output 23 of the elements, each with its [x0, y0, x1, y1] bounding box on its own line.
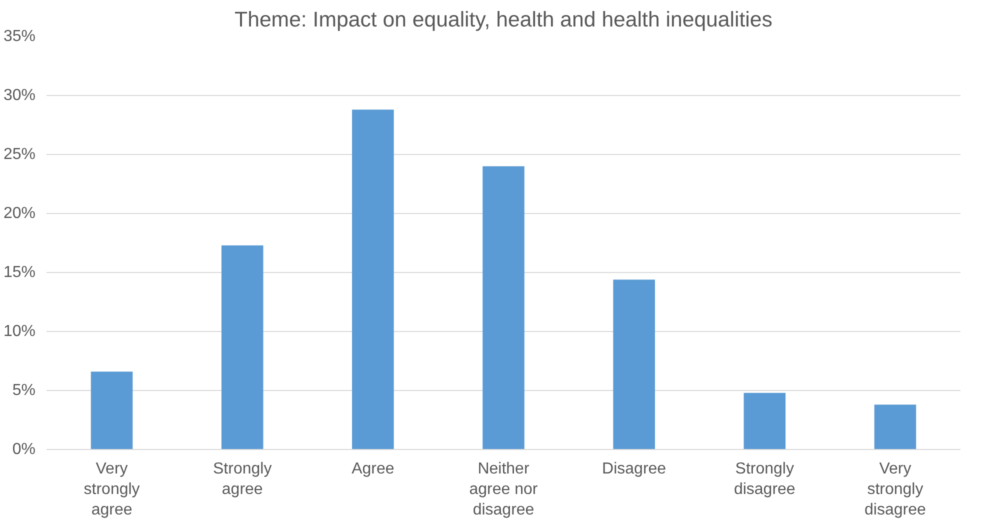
bar [352, 110, 394, 450]
x-tick-label: Very strongly disagree [864, 460, 926, 518]
x-tick-label: Agree [352, 460, 394, 478]
bar [874, 404, 916, 450]
y-tick-label: 15% [3, 264, 36, 281]
y-tick-label: 35% [3, 28, 36, 45]
bar [90, 372, 133, 450]
bar [482, 166, 524, 450]
bar [221, 245, 264, 450]
x-tick-label: Disagree [602, 460, 666, 478]
y-tick-label: 5% [12, 382, 36, 399]
y-tick-label: 30% [3, 87, 36, 104]
x-tick-label: Neither agree nor disagree [469, 460, 538, 518]
x-tick-label: Strongly agree [213, 460, 272, 498]
y-tick-label: 25% [3, 146, 36, 163]
x-tick-label: Very strongly agree [84, 460, 140, 518]
x-tick-label: Strongly disagree [734, 460, 796, 498]
bar [613, 280, 655, 450]
chart-title: Theme: Impact on equality, health and health inequalities [234, 8, 772, 32]
y-tick-label: 10% [3, 323, 36, 340]
y-tick-label: 20% [3, 205, 36, 222]
bar [744, 392, 786, 450]
y-tick-label: 0% [12, 441, 36, 458]
